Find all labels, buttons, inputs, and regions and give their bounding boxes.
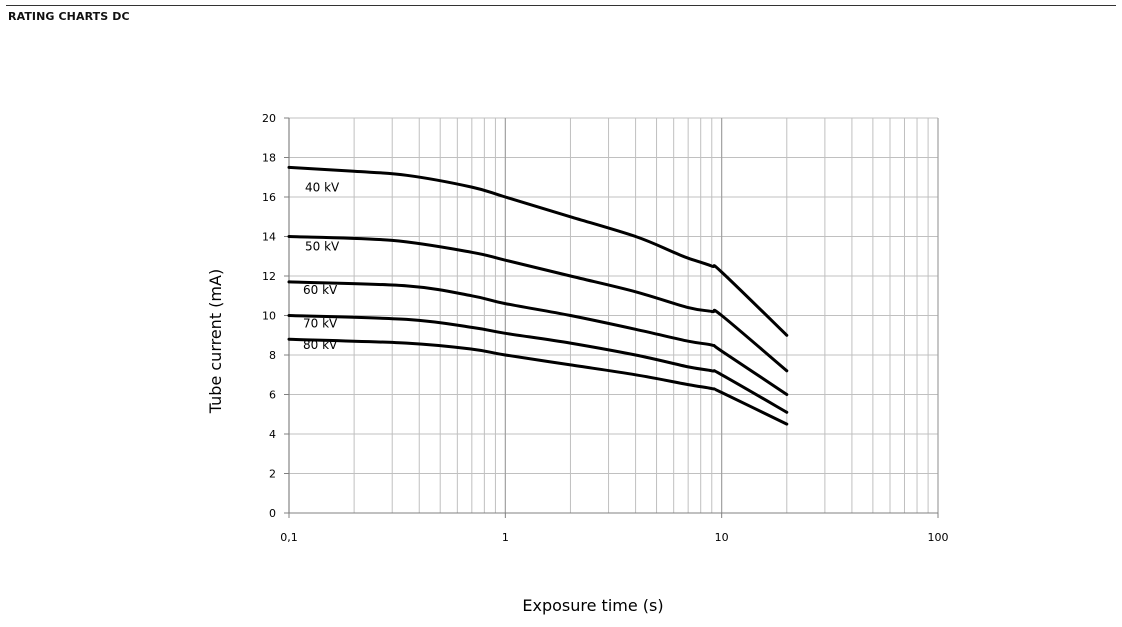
y-tick-label: 18 <box>262 152 276 165</box>
grid-layer <box>288 117 939 514</box>
y-tick-label: 14 <box>262 231 276 244</box>
y-axis-title: Tube current (mA) <box>206 269 225 414</box>
y-tick-label: 8 <box>269 349 276 362</box>
series-label: 50 kV <box>305 240 340 254</box>
y-tick-label: 2 <box>269 468 276 481</box>
series-line <box>287 235 789 373</box>
page-heading: RATING CHARTS DC <box>8 10 130 23</box>
axis-layer: 0 2 4 6 8 10 12 14 16 18 20 0,1 1 10 100 <box>262 112 949 544</box>
series-layer <box>287 165 789 426</box>
series-label: 70 kV <box>303 317 338 331</box>
label-layer: 40 kV 50 kV 60 kV 70 kV 80 kV <box>303 180 340 352</box>
y-tick-label: 0 <box>269 507 276 520</box>
x-tick-label: 0,1 <box>280 531 298 544</box>
x-tick-label: 100 <box>928 531 949 544</box>
series-label: 80 kV <box>303 338 338 352</box>
series-line <box>287 165 789 337</box>
series-label: 60 kV <box>303 283 338 297</box>
series-line <box>287 280 789 396</box>
y-tick-label: 12 <box>262 270 276 283</box>
x-axis-title: Exposure time (s) <box>522 596 663 615</box>
x-tick-label: 10 <box>715 531 729 544</box>
y-tick-label: 20 <box>262 112 276 125</box>
series-label: 40 kV <box>305 180 340 194</box>
y-tick-label: 16 <box>262 191 276 204</box>
y-tick-label: 4 <box>269 428 276 441</box>
y-tick-label: 10 <box>262 310 276 323</box>
top-rule <box>6 5 1116 6</box>
x-tick-label: 1 <box>502 531 509 544</box>
series-line <box>287 314 789 414</box>
y-tick-label: 6 <box>269 389 276 402</box>
series-line <box>287 337 789 426</box>
